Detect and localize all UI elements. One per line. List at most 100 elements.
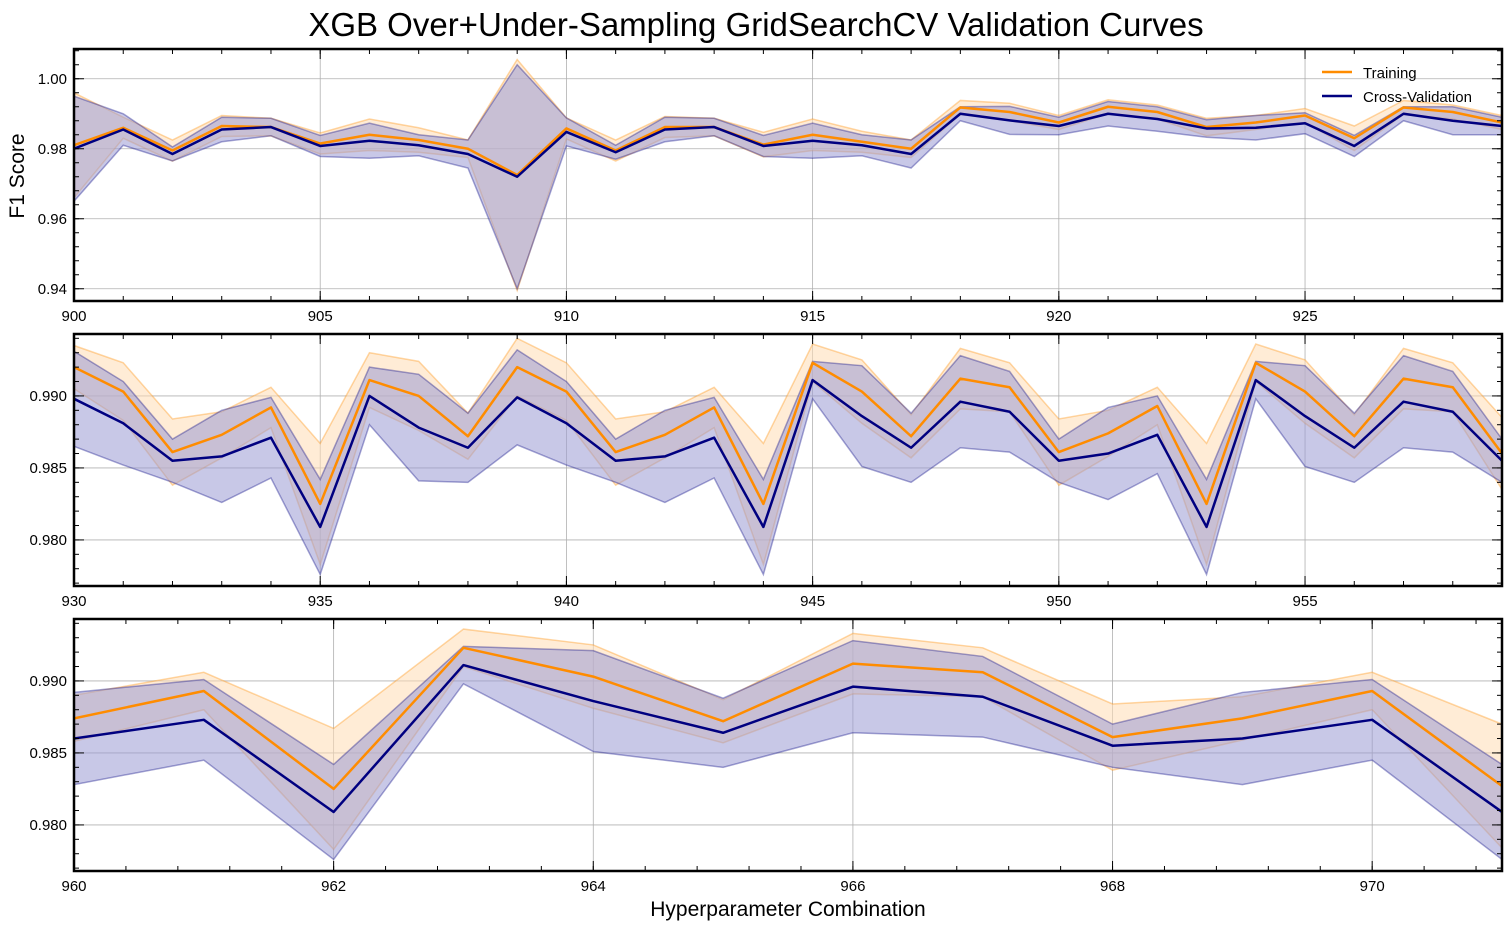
cv-point [367,139,371,143]
y-tick-label: 0.990 [29,673,67,690]
y-tick-label: 0.990 [29,388,67,405]
training-point [202,689,206,693]
training-point [332,787,336,791]
training-point [1303,114,1307,118]
cv-point [811,139,815,143]
training-point [909,434,913,438]
training-point [417,394,421,398]
cv-std-band [74,639,1502,861]
panel-3: 960 962 964 966 968 970 0.980 0.985 0.990 [29,617,1504,895]
cv-point [1106,112,1110,116]
y-tick-label: 0.980 [29,817,67,834]
cv-point [1402,112,1406,116]
cv-point [761,144,765,148]
cv-point [417,143,421,147]
training-point [958,105,962,109]
x-tick-label: 920 [1046,308,1071,325]
x-tick-label: 940 [554,593,579,610]
y-axis-label: F1 Score [6,133,29,218]
cv-point [466,152,470,156]
cv-point [1106,452,1110,456]
training-point [1254,121,1258,125]
cv-series-line [74,112,1502,178]
x-tick-label: 915 [800,308,825,325]
y-tick-label: 0.980 [29,532,67,549]
training-point [515,365,519,369]
training-point [1402,105,1406,109]
x-tick-label: 964 [581,878,606,895]
plot-area [74,337,1502,577]
cv-point [220,128,224,132]
training-point [1370,689,1374,693]
training-point [367,378,371,382]
panel-frame [72,617,1504,873]
cv-point [1155,433,1159,437]
training-point [269,405,273,409]
cv-point [958,112,962,116]
training-point [1111,735,1115,739]
cv-std-band [74,348,1502,577]
cv-point [958,400,962,404]
training-point [220,124,224,128]
training-point [712,405,716,409]
training-point [811,361,815,365]
cv-series-line [74,663,1502,814]
cv-point [170,459,174,463]
legend: Training Cross-Validation [1322,65,1472,106]
cv-point [318,525,322,529]
cv-point [466,446,470,450]
cv-point [121,128,125,132]
cv-point [121,421,125,425]
training-point [466,147,470,151]
cv-point [811,378,815,382]
training-series-line [74,361,1502,506]
plot-area [74,628,1502,861]
training-point [721,719,725,723]
panel-frame [72,47,1504,303]
panel-frame [72,332,1504,588]
cv-point [663,454,667,458]
training-point [851,662,855,666]
cv-point [614,459,618,463]
x-tick-label: 925 [1293,308,1318,325]
cv-point [417,426,421,430]
cv-point [851,685,855,689]
training-point [1106,105,1110,109]
x-tick-label: 945 [800,593,825,610]
x-tick-label: 960 [61,878,86,895]
panel-2: 930 935 940 945 950 955 0.980 0.985 0.990 [29,332,1504,610]
cv-point [515,395,519,399]
x-tick-label: 962 [321,878,346,895]
training-point [1205,502,1209,506]
training-point [860,140,864,144]
training-point [564,126,568,130]
cv-point [1240,737,1244,741]
cv-point [1057,459,1061,463]
cv-point [564,421,568,425]
y-tick-label: 1.00 [38,71,67,88]
training-point [1352,434,1356,438]
legend-label-training: Training [1363,65,1417,82]
cv-point [515,175,519,179]
y-tick-label: 0.985 [29,460,67,477]
training-point [1402,377,1406,381]
cv-point [909,446,913,450]
training-point [909,147,913,151]
training-point [564,390,568,394]
cv-point [367,394,371,398]
cv-point [170,152,174,156]
training-point [1451,110,1455,114]
x-tick-label: 966 [840,878,865,895]
x-tick-label: 930 [61,593,86,610]
training-point [1106,431,1110,435]
training-point [761,502,765,506]
training-series-line [74,646,1502,791]
x-tick-label: 955 [1293,593,1318,610]
y-tick-label: 0.985 [29,745,67,762]
y-tick-label: 0.96 [38,211,67,228]
cv-point [1155,117,1159,121]
training-point [1254,361,1258,365]
training-point [170,149,174,153]
x-tick-label: 935 [308,593,333,610]
